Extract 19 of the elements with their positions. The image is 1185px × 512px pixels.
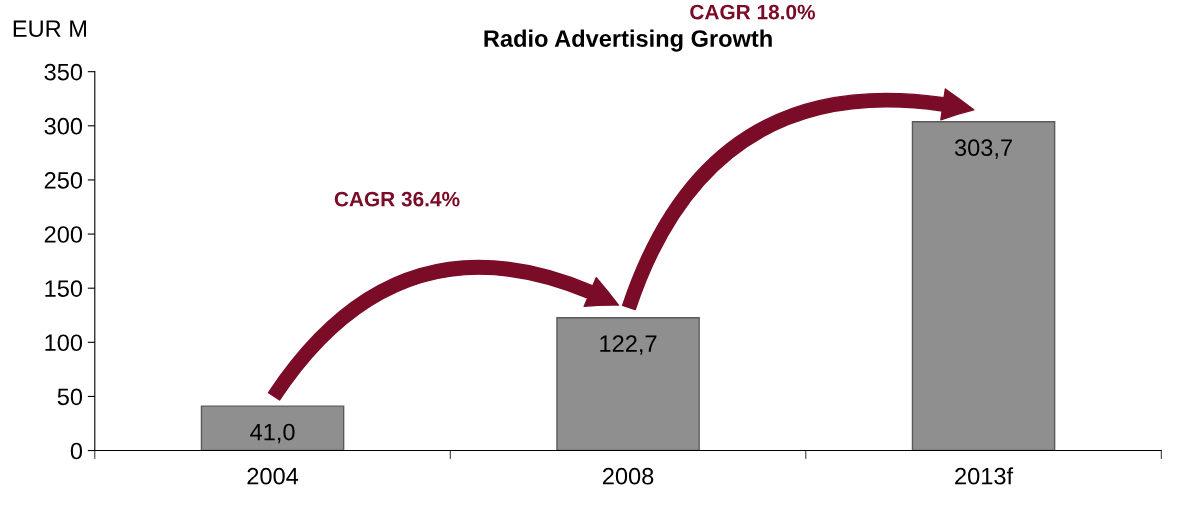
data-label: 41,0 xyxy=(250,423,295,444)
x-tick-label: 2013f xyxy=(955,467,1014,485)
y-tick-label: 250 xyxy=(44,172,83,189)
y-tick-label: 350 xyxy=(44,63,83,81)
y-tick-label: 150 xyxy=(45,280,83,297)
y-axis-title: EUR M xyxy=(13,20,86,38)
chart-title: Radio Advertising Growth xyxy=(484,29,772,52)
y-tick-label: 0 xyxy=(70,442,83,460)
y-tick-label: 300 xyxy=(44,117,83,135)
y-tick-label: 200 xyxy=(44,226,83,243)
data-label: 122,7 xyxy=(600,335,657,355)
x-tick-label: 2004 xyxy=(247,467,299,485)
y-tick-label: 100 xyxy=(45,334,83,352)
data-label: 303,7 xyxy=(954,139,1012,159)
text: CAGR 18.0% xyxy=(690,4,816,20)
bar xyxy=(200,405,345,451)
annotation: CAGR 36.4% xyxy=(334,191,460,207)
y-tick-label: 50 xyxy=(57,388,83,406)
x-tick-label: 2008 xyxy=(602,467,654,485)
